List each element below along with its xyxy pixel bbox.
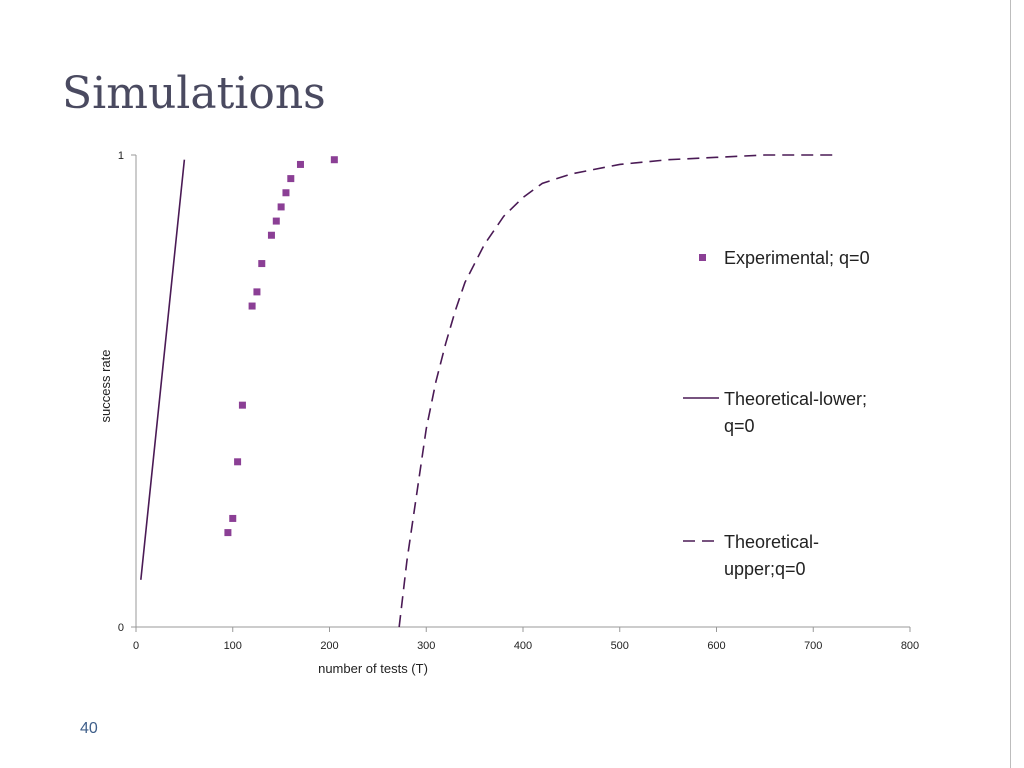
x-tick-label: 200 xyxy=(320,640,338,652)
legend-lower-label: Theoretical-lower; q=0 xyxy=(724,389,867,436)
theoretical-lower-line xyxy=(140,159,186,580)
experimental-point xyxy=(224,529,232,537)
experimental-point xyxy=(258,260,266,268)
x-tick-label: 300 xyxy=(417,640,435,652)
experimental-point xyxy=(272,217,280,225)
x-tick-label: 100 xyxy=(224,640,242,652)
slide-title: Simulations xyxy=(62,68,326,119)
y-axis-label: success rate xyxy=(98,350,113,423)
experimental-point xyxy=(229,514,237,522)
x-tick-label: 400 xyxy=(514,640,532,652)
experimental-point xyxy=(277,203,285,211)
experimental-point xyxy=(267,231,275,239)
x-tick-label: 800 xyxy=(901,640,919,652)
legend-upper-label: Theoretical-upper;q=0 xyxy=(724,532,819,579)
experimental-point xyxy=(253,288,261,296)
y-tick-label: 0 xyxy=(118,622,124,634)
slide-border-line xyxy=(1010,0,1011,768)
chart-marks xyxy=(140,154,838,628)
theoretical-upper-line xyxy=(398,154,838,628)
legend-experimental-marker xyxy=(699,254,706,261)
experimental-point xyxy=(248,302,256,310)
chart-legend: Experimental; q=0 Theoretical-lower; q=0 Th… xyxy=(683,248,870,579)
chart-axes: 0 100 200 300 400 500 600 700 800 0 1 number of tes… xyxy=(98,150,919,676)
x-tick-label: 700 xyxy=(804,640,822,652)
experimental-point xyxy=(330,156,338,164)
experimental-point xyxy=(282,189,290,197)
x-tick-label: 500 xyxy=(611,640,629,652)
experimental-point xyxy=(238,401,246,409)
page-number: 40 xyxy=(80,720,98,737)
y-tick-label: 1 xyxy=(118,150,124,162)
experimental-point xyxy=(296,160,304,168)
x-tick-label: 0 xyxy=(133,640,139,652)
experimental-point xyxy=(234,458,242,466)
x-axis-label: number of tests (T) xyxy=(318,661,428,676)
x-tick-label: 600 xyxy=(707,640,725,652)
experimental-point xyxy=(287,175,295,183)
legend-experimental-label: Experimental; q=0 xyxy=(724,248,870,268)
